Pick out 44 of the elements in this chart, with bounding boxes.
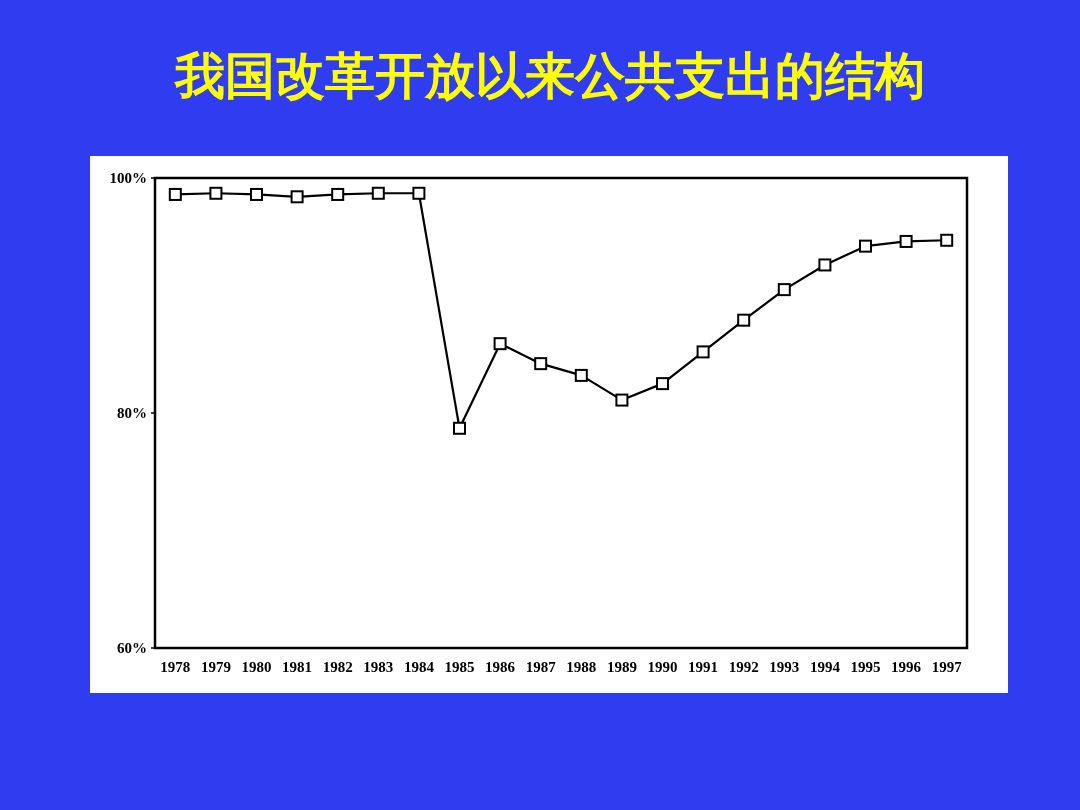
x-tick-label: 1978 (160, 659, 191, 675)
point (696, 345, 710, 359)
point (534, 357, 548, 371)
x-tick-label: 1980 (241, 659, 272, 675)
point (209, 186, 223, 200)
point (818, 258, 832, 272)
point (737, 313, 751, 327)
x-tick-label: 1992 (728, 659, 759, 675)
y-tick-label: 60% (117, 640, 147, 656)
point (615, 393, 629, 407)
y-tick-label: 100% (109, 170, 147, 186)
x-tick-label: 1987 (525, 659, 557, 675)
x-tick-label: 1985 (444, 659, 475, 675)
point (777, 283, 791, 297)
x-tick-label: 1996 (891, 659, 922, 675)
point (412, 186, 426, 200)
x-tick-label: 1981 (282, 659, 313, 675)
point (290, 190, 304, 204)
x-tick-label: 1983 (363, 659, 394, 675)
x-tick-label: 1988 (566, 659, 597, 675)
point (899, 234, 913, 248)
x-tick-label: 1990 (647, 659, 678, 675)
x-tick-label: 1989 (606, 659, 637, 675)
point (656, 377, 669, 391)
x-tick-label: 1982 (322, 659, 353, 675)
point (940, 233, 954, 247)
point (168, 187, 182, 201)
y-tick-label: 80% (117, 405, 147, 421)
x-tick-label: 1991 (688, 659, 719, 675)
point (453, 421, 466, 435)
x-tick-label: 1984 (403, 659, 435, 675)
point (331, 187, 345, 201)
x-tick-label: 1986 (485, 659, 516, 675)
x-tick-label: 1979 (200, 659, 231, 675)
point (250, 187, 263, 201)
x-tick-label: 1995 (850, 659, 881, 675)
point (371, 186, 385, 200)
x-tick-label: 1997 (931, 659, 963, 675)
point (859, 239, 872, 253)
chart-title: 我国改革开放以来公共支出的结构 (173, 48, 925, 104)
point (493, 337, 507, 351)
x-tick-label: 1994 (809, 659, 841, 675)
x-tick-label: 1993 (769, 659, 800, 675)
point (574, 368, 588, 382)
